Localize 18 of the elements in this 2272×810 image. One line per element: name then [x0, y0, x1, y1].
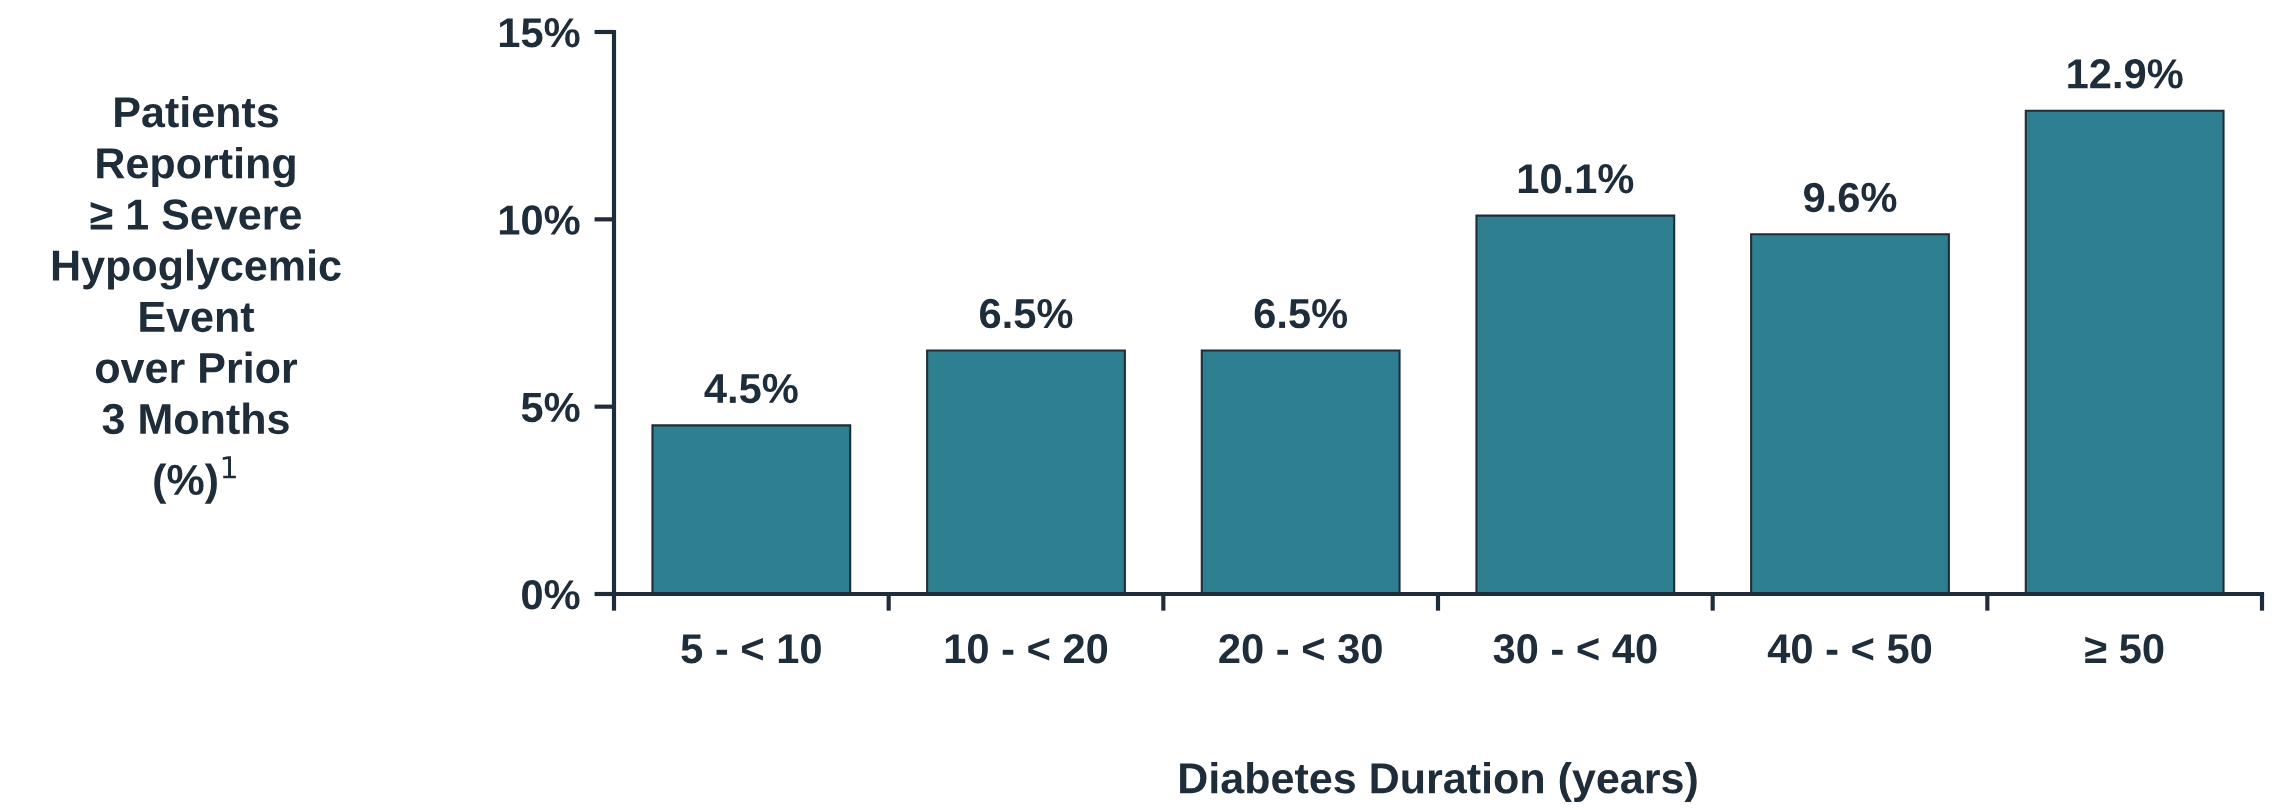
- text: Patients Reporting ≥ 1 Severe Hypoglycemic Event over Prior 3 Months (%)$^{1}$: [52, 95, 341, 504]
- x-axis-title: Diabetes Duration (years): [1180, 761, 1697, 803]
- data-label: 12.9%: [2068, 59, 2183, 89]
- y-tick-label: 0%: [522, 580, 580, 610]
- data-label: 9.6%: [1803, 182, 1897, 213]
- x-tick-label: 30 - < 40: [1493, 633, 1657, 664]
- data-label: 6.5%: [980, 298, 1073, 329]
- data-label: 4.5%: [704, 373, 798, 404]
- x-tick-label: 40 - < 50: [1767, 633, 1932, 664]
- data-label: 10.1%: [1518, 163, 1634, 194]
- y-tick-label: 5%: [521, 392, 580, 423]
- x-tick-label: 5 - < 10: [681, 633, 821, 664]
- data-label: 6.5%: [1254, 298, 1348, 329]
- y-tick-label: 10%: [499, 205, 580, 235]
- y-tick-label: 15%: [499, 18, 580, 48]
- x-tick-label: 10 - < 20: [945, 633, 1108, 664]
- x-tick-label: 20 - < 30: [1219, 633, 1382, 664]
- x-tick-label: ≥ 50: [2085, 633, 2164, 664]
